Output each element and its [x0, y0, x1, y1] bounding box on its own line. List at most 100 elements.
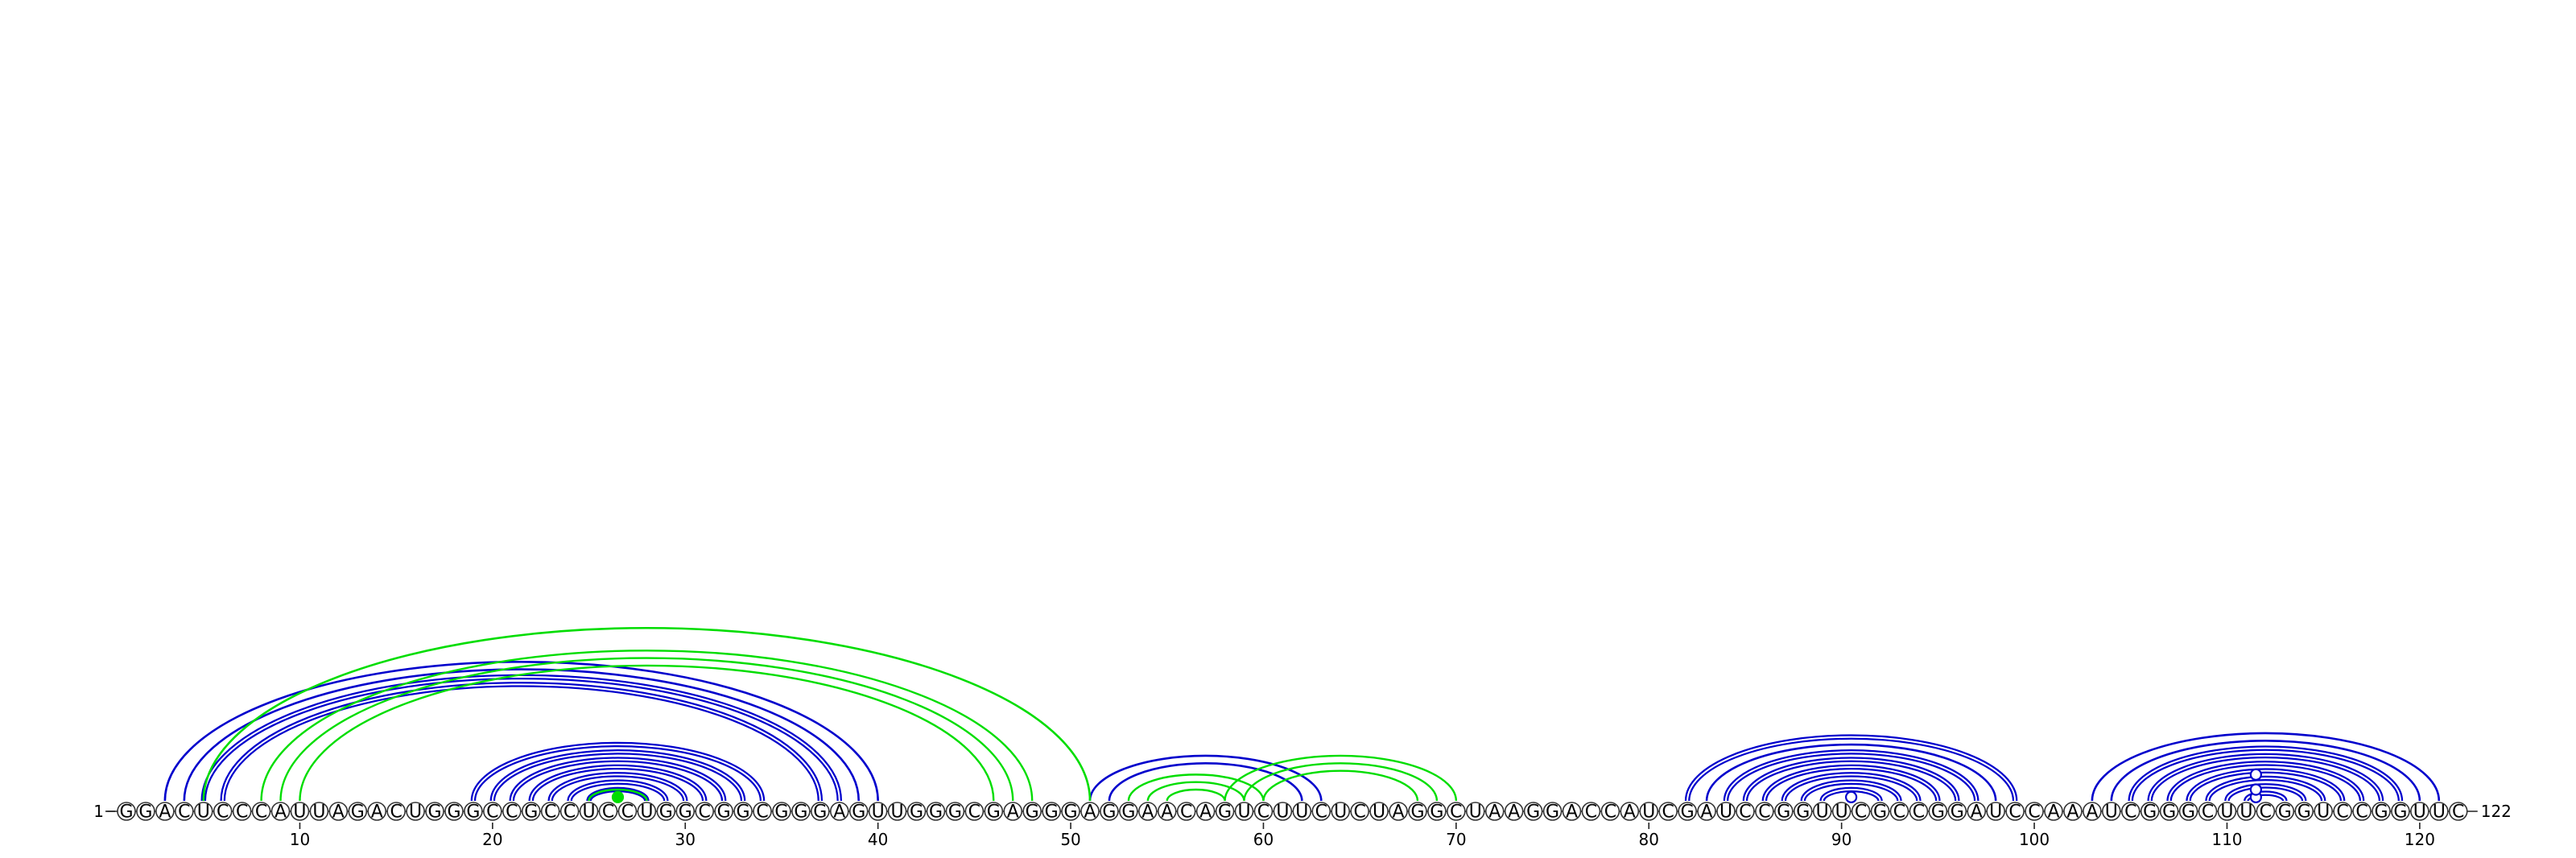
- nucleotide-109: C: [2199, 802, 2217, 823]
- sequence-end-label: 122: [2481, 802, 2512, 821]
- nucleotide-67: A: [1389, 802, 1407, 823]
- nucleotide-96: G: [1948, 802, 1966, 823]
- nucleotide-letter: G: [447, 802, 460, 823]
- nucleotide-63: C: [1312, 802, 1330, 823]
- nucleotide-letter: U: [1237, 802, 1250, 823]
- nucleotide-76: A: [1563, 802, 1581, 823]
- nucleotide-39: G: [850, 802, 868, 823]
- nucleotide-68: G: [1409, 802, 1426, 823]
- nucleotide-23: C: [542, 802, 559, 823]
- tick-label-100: 100: [2019, 830, 2050, 849]
- nucleotide-letter: U: [1816, 802, 1829, 823]
- nucleotide-letter: G: [852, 802, 865, 823]
- nucleotide-14: A: [368, 802, 386, 823]
- nucleotide-34: C: [753, 802, 771, 823]
- nucleotide-letter: G: [1546, 802, 1559, 823]
- nucleotide-32: G: [715, 802, 733, 823]
- nucleotide-letter: A: [1084, 802, 1096, 823]
- nucleotide-letter: G: [737, 802, 750, 823]
- nucleotide-letter: U: [1719, 802, 1732, 823]
- nucleotide-92: G: [1872, 802, 1889, 823]
- nucleotide-103: A: [2083, 802, 2101, 823]
- nucleotide-77: C: [1582, 802, 1600, 823]
- nucleotide-120: U: [2411, 802, 2429, 823]
- nucleotide-letter: C: [544, 802, 556, 823]
- nucleotide-letter: U: [409, 802, 422, 823]
- nucleotide-letter: U: [2413, 802, 2426, 823]
- nucleotide-letter: A: [2047, 802, 2059, 823]
- nucleotide-119: G: [2392, 802, 2409, 823]
- nucleotide-84: U: [1717, 802, 1735, 823]
- nucleotide-letter: G: [466, 802, 480, 823]
- nucleotide-35: G: [773, 802, 791, 823]
- nucleotide-17: G: [426, 802, 444, 823]
- nucleotide-71: U: [1467, 802, 1484, 823]
- nucleotide-letter: U: [1989, 802, 2002, 823]
- nucleotide-87: G: [1775, 802, 1793, 823]
- nucleotide-57: A: [1197, 802, 1215, 823]
- loop-marker: [1846, 792, 1856, 802]
- nucleotide-letter: A: [371, 802, 383, 823]
- nucleotide-letter: G: [1026, 802, 1039, 823]
- nucleotide-44: G: [946, 802, 964, 823]
- nucleotide-letter: G: [774, 802, 788, 823]
- nucleotide-88: G: [1794, 802, 1812, 823]
- nucleotide-letter: G: [2143, 802, 2157, 823]
- nucleotide-41: U: [889, 802, 906, 823]
- tick-label-110: 110: [2211, 830, 2242, 849]
- nucleotide-24: C: [561, 802, 579, 823]
- nucleotide-19: G: [464, 802, 482, 823]
- nucleotide-letter: C: [2452, 802, 2464, 823]
- nucleotide-79: A: [1620, 802, 1638, 823]
- nucleotide-letter: C: [2124, 802, 2136, 823]
- nucleotide-letter: G: [2278, 802, 2292, 823]
- nucleotide-113: G: [2276, 802, 2293, 823]
- loop-marker: [2251, 769, 2261, 780]
- nucleotide-letter: U: [640, 802, 653, 823]
- tick-label-30: 30: [675, 830, 696, 849]
- nucleotide-33: G: [734, 802, 752, 823]
- nucleotide-letter: C: [506, 802, 518, 823]
- nucleotide-74: G: [1525, 802, 1542, 823]
- nucleotide-letter: G: [1931, 802, 1945, 823]
- nucleotide-letter: G: [428, 802, 442, 823]
- nucleotide-81: C: [1659, 802, 1677, 823]
- alt-base-pair-arc-55-58: [1167, 790, 1225, 801]
- nucleotide-59: U: [1236, 802, 1253, 823]
- nucleotide-letter: C: [1662, 802, 1674, 823]
- nucleotide-55: A: [1158, 802, 1176, 823]
- nucleotide-61: U: [1274, 802, 1291, 823]
- nucleotide-letter: G: [2393, 802, 2407, 823]
- nucleotide-letter: U: [1334, 802, 1347, 823]
- nucleotide-letter: C: [1585, 802, 1597, 823]
- nucleotide-letter: A: [159, 802, 171, 823]
- nucleotide-letter: G: [659, 802, 673, 823]
- nucleotide-letter: C: [1450, 802, 1462, 823]
- nucleotide-letter: C: [1315, 802, 1327, 823]
- nucleotide-letter: C: [1353, 802, 1365, 823]
- nucleotide-letter: U: [1642, 802, 1655, 823]
- nucleotide-letter: C: [1758, 802, 1770, 823]
- nucleotide-31: C: [696, 802, 713, 823]
- nucleotide-15: C: [387, 802, 405, 823]
- nucleotide-21: C: [503, 802, 521, 823]
- nucleotide-22: G: [522, 802, 540, 823]
- nucleotide-letter: C: [564, 802, 576, 823]
- nucleotide-letter: U: [1835, 802, 1848, 823]
- nucleotide-53: G: [1120, 802, 1137, 823]
- nucleotide-116: C: [2334, 802, 2351, 823]
- nucleotide-75: G: [1544, 802, 1562, 823]
- alt-base-pair-arc-60-68: [1263, 771, 1418, 801]
- nucleotide-99: C: [2006, 802, 2024, 823]
- tick-label-10: 10: [290, 830, 310, 849]
- nucleotide-12: A: [329, 802, 347, 823]
- nucleotide-letter: U: [891, 802, 904, 823]
- nucleotide-102: A: [2064, 802, 2082, 823]
- sequence-start-label: 1: [93, 802, 104, 821]
- nucleotide-111: U: [2237, 802, 2255, 823]
- nucleotide-16: U: [407, 802, 424, 823]
- nucleotide-3: A: [156, 802, 174, 823]
- nucleotide-110: U: [2218, 802, 2235, 823]
